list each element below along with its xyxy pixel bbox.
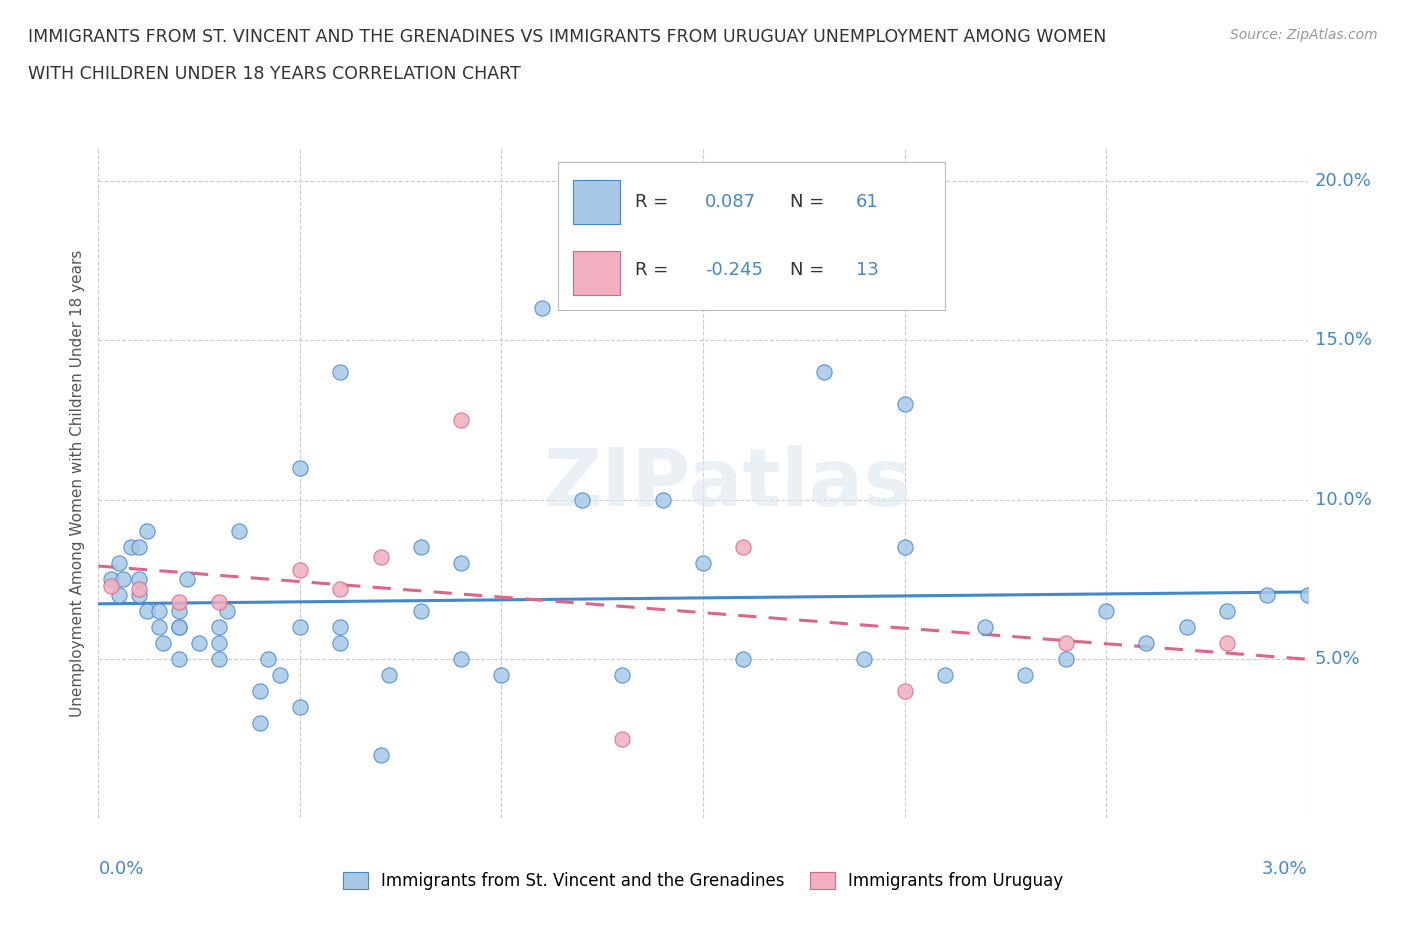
Point bbox=[269, 668, 291, 683]
Point bbox=[128, 540, 150, 555]
Point bbox=[228, 524, 250, 538]
Point bbox=[853, 652, 876, 667]
Point bbox=[893, 396, 915, 411]
Point bbox=[934, 668, 956, 683]
Point bbox=[733, 540, 755, 555]
Point bbox=[288, 619, 311, 634]
Point bbox=[1256, 588, 1278, 603]
Point bbox=[571, 492, 593, 507]
Point bbox=[288, 563, 311, 578]
Point bbox=[329, 619, 352, 634]
Point bbox=[450, 412, 472, 427]
Point bbox=[135, 524, 157, 538]
Point bbox=[1014, 668, 1036, 683]
Point bbox=[188, 635, 211, 650]
Point bbox=[377, 668, 399, 683]
Point bbox=[1216, 604, 1239, 618]
Point bbox=[111, 572, 134, 587]
Point bbox=[107, 556, 129, 571]
Point bbox=[128, 572, 150, 587]
Text: IMMIGRANTS FROM ST. VINCENT AND THE GRENADINES VS IMMIGRANTS FROM URUGUAY UNEMPL: IMMIGRANTS FROM ST. VINCENT AND THE GREN… bbox=[28, 28, 1107, 46]
Point bbox=[167, 619, 190, 634]
Point bbox=[167, 594, 190, 609]
Point bbox=[370, 550, 392, 565]
Point bbox=[256, 652, 278, 667]
Point bbox=[1135, 635, 1157, 650]
Text: WITH CHILDREN UNDER 18 YEARS CORRELATION CHART: WITH CHILDREN UNDER 18 YEARS CORRELATION… bbox=[28, 65, 520, 83]
Point bbox=[208, 594, 231, 609]
Point bbox=[409, 604, 432, 618]
Point bbox=[152, 635, 174, 650]
Point bbox=[288, 699, 311, 714]
Point bbox=[208, 652, 231, 667]
Point bbox=[148, 619, 170, 634]
Point bbox=[651, 492, 673, 507]
Point bbox=[120, 540, 142, 555]
Point bbox=[893, 684, 915, 698]
Point bbox=[128, 581, 150, 596]
Point bbox=[176, 572, 198, 587]
Point bbox=[249, 684, 271, 698]
Y-axis label: Unemployment Among Women with Children Under 18 years: Unemployment Among Women with Children U… bbox=[70, 250, 86, 717]
Text: 10.0%: 10.0% bbox=[1315, 490, 1371, 509]
Point bbox=[249, 715, 271, 730]
Point bbox=[329, 635, 352, 650]
Point bbox=[135, 604, 157, 618]
Point bbox=[1175, 619, 1198, 634]
Point bbox=[107, 588, 129, 603]
Point bbox=[1054, 635, 1077, 650]
Point bbox=[167, 652, 190, 667]
Text: Source: ZipAtlas.com: Source: ZipAtlas.com bbox=[1230, 28, 1378, 42]
Point bbox=[1216, 635, 1239, 650]
Point bbox=[217, 604, 239, 618]
Point bbox=[530, 300, 553, 315]
Point bbox=[893, 540, 915, 555]
Point bbox=[370, 747, 392, 762]
Point bbox=[450, 652, 472, 667]
Point bbox=[450, 556, 472, 571]
Point bbox=[1296, 588, 1319, 603]
Point bbox=[167, 619, 190, 634]
Point bbox=[208, 619, 231, 634]
Point bbox=[148, 604, 170, 618]
Text: 0.0%: 0.0% bbox=[98, 860, 143, 878]
Point bbox=[329, 581, 352, 596]
Point bbox=[329, 365, 352, 379]
Text: 5.0%: 5.0% bbox=[1315, 650, 1360, 668]
Text: 3.0%: 3.0% bbox=[1263, 860, 1308, 878]
Point bbox=[100, 578, 122, 593]
Point bbox=[491, 668, 513, 683]
Text: 20.0%: 20.0% bbox=[1315, 172, 1371, 190]
Point bbox=[733, 652, 755, 667]
Legend: Immigrants from St. Vincent and the Grenadines, Immigrants from Uruguay: Immigrants from St. Vincent and the Gren… bbox=[336, 866, 1070, 897]
Point bbox=[100, 572, 122, 587]
Text: ZIPatlas: ZIPatlas bbox=[543, 445, 911, 523]
Point bbox=[1054, 652, 1077, 667]
Point bbox=[1095, 604, 1118, 618]
Point bbox=[208, 635, 231, 650]
Point bbox=[692, 556, 714, 571]
Point bbox=[974, 619, 997, 634]
Point bbox=[612, 668, 634, 683]
Point bbox=[813, 365, 835, 379]
Point bbox=[128, 588, 150, 603]
Point bbox=[409, 540, 432, 555]
Point bbox=[612, 731, 634, 746]
Text: 15.0%: 15.0% bbox=[1315, 331, 1372, 349]
Point bbox=[288, 460, 311, 475]
Point bbox=[167, 604, 190, 618]
